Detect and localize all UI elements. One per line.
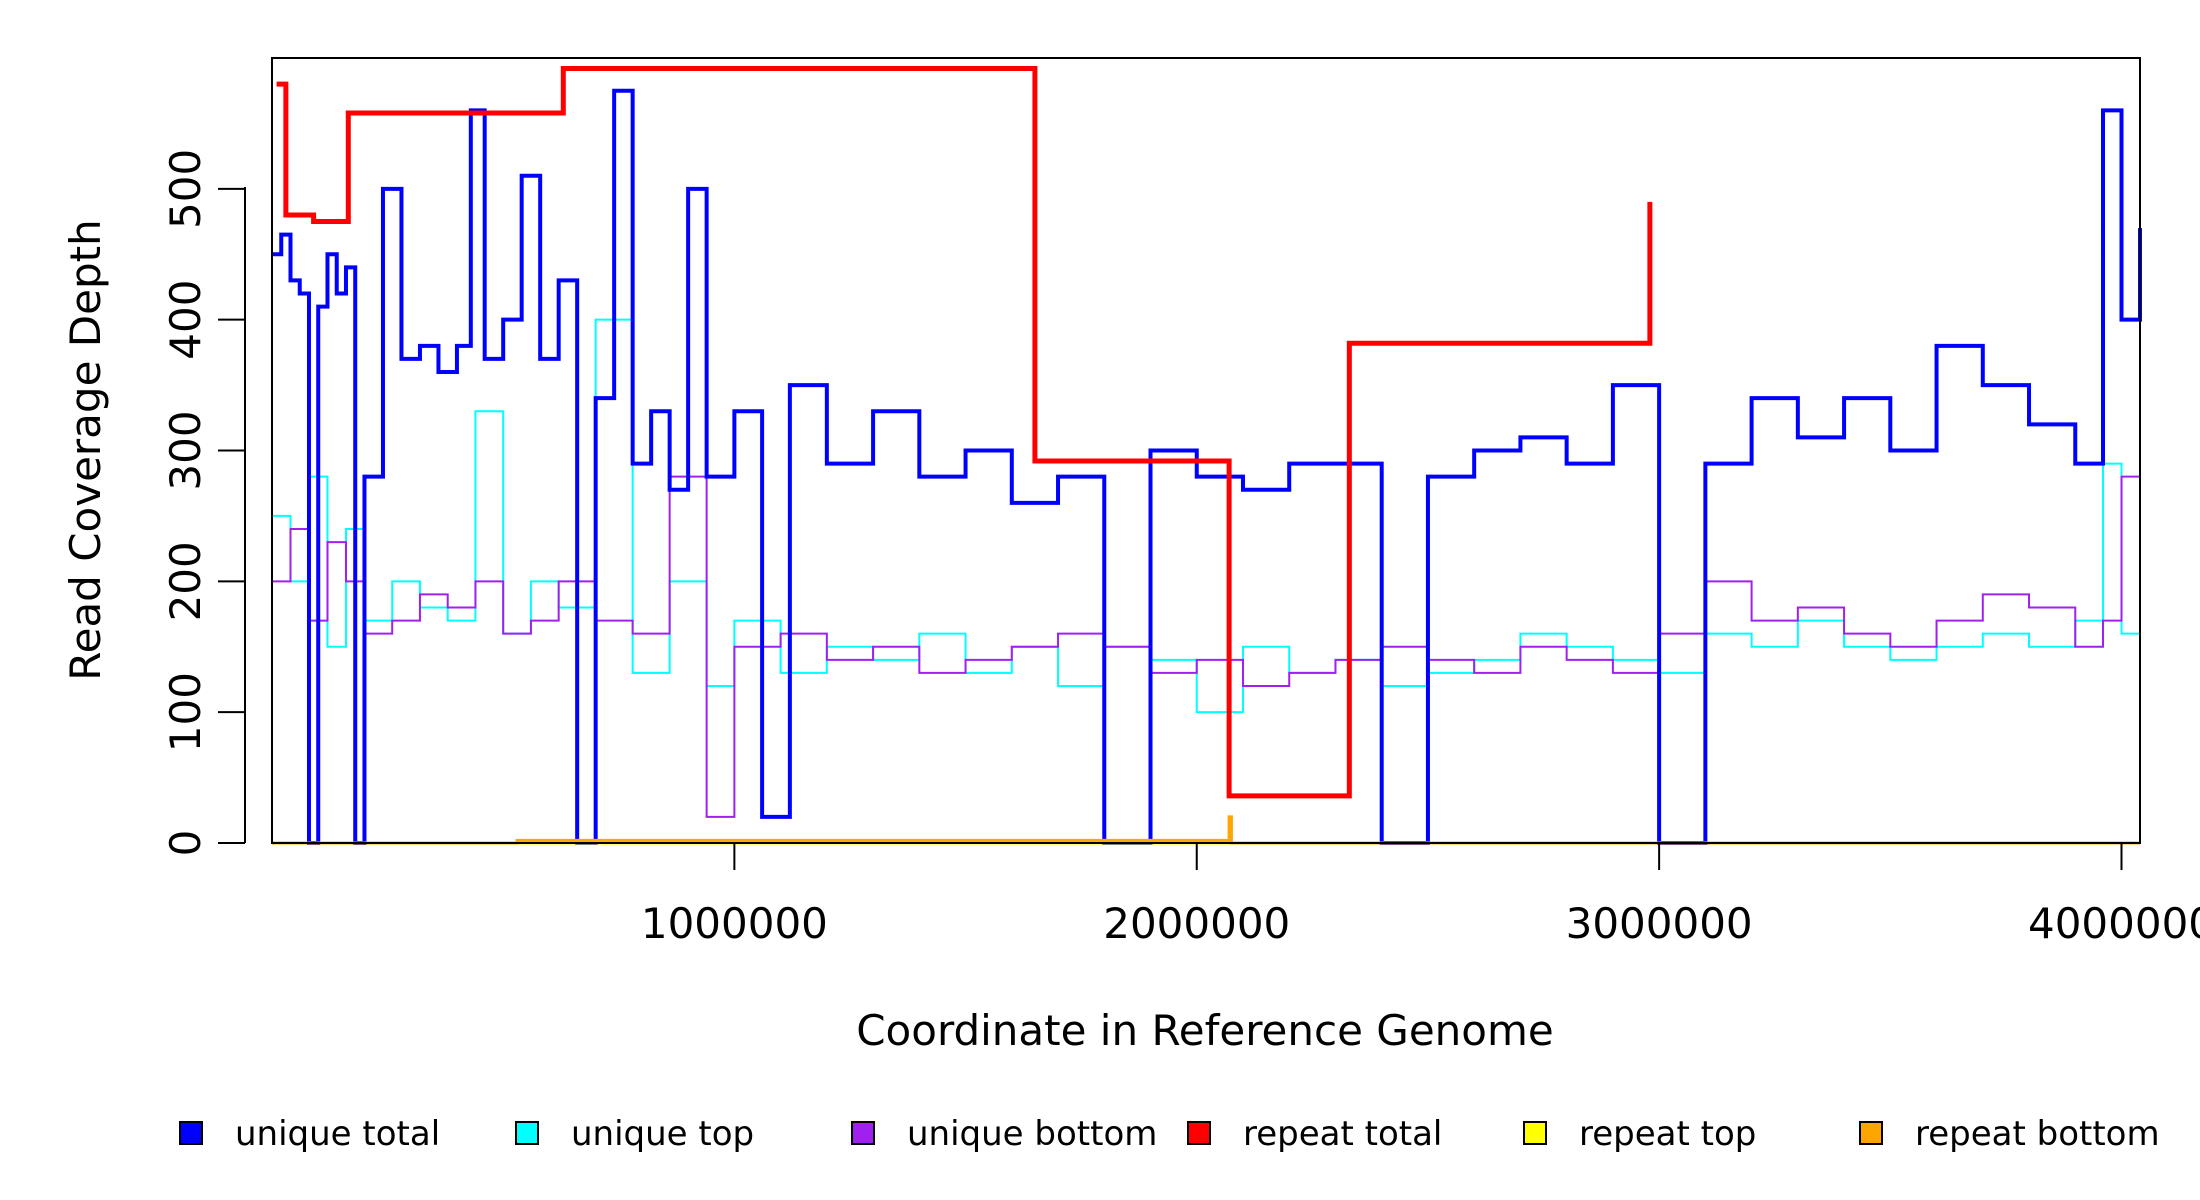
legend-label: repeat total: [1243, 1114, 1442, 1154]
legend-swatch: [851, 1121, 875, 1145]
x-tick-label: 4000000: [2028, 899, 2200, 948]
legend-swatch: [179, 1121, 203, 1145]
y-axis: 0 100 200 300 400 500: [161, 149, 246, 857]
y-axis-title: Read Coverage Depth: [61, 219, 110, 680]
legend-label: repeat bottom: [1915, 1114, 2160, 1154]
series-line-unique-total: [272, 88, 2142, 845]
series-line-repeat-bottom: [272, 815, 2140, 845]
legend-label: unique total: [235, 1114, 440, 1154]
x-axis: 1000000 2000000 3000000 4000000: [641, 842, 2200, 948]
series-line-unique-top: [272, 318, 2141, 714]
x-tick-label: 1000000: [641, 899, 828, 948]
x-tick-label: 2000000: [1103, 899, 1290, 948]
y-tick-label: 100: [161, 672, 210, 752]
series-line-repeat-total: [276, 65, 1653, 799]
y-tick-label: 0: [161, 830, 210, 857]
series-layer: [272, 65, 2142, 845]
legend-swatch: [1859, 1121, 1883, 1145]
legend-swatch: [515, 1121, 539, 1145]
legend-swatch: [1523, 1121, 1547, 1145]
y-tick-label: 400: [161, 280, 210, 360]
legend: unique total unique top unique bottom repea…: [179, 1114, 2160, 1154]
y-tick-label: 500: [161, 149, 210, 229]
legend-label: unique top: [571, 1114, 754, 1154]
x-tick-label: 3000000: [1566, 899, 1753, 948]
legend-label: unique bottom: [907, 1114, 1157, 1154]
plot-frame: [271, 57, 2141, 844]
legend-label: repeat top: [1579, 1114, 1756, 1154]
y-tick-label: 200: [161, 541, 210, 621]
y-tick-label: 300: [161, 410, 210, 490]
x-axis-title: Coordinate in Reference Genome: [856, 1006, 1554, 1055]
legend-swatch: [1187, 1121, 1211, 1145]
